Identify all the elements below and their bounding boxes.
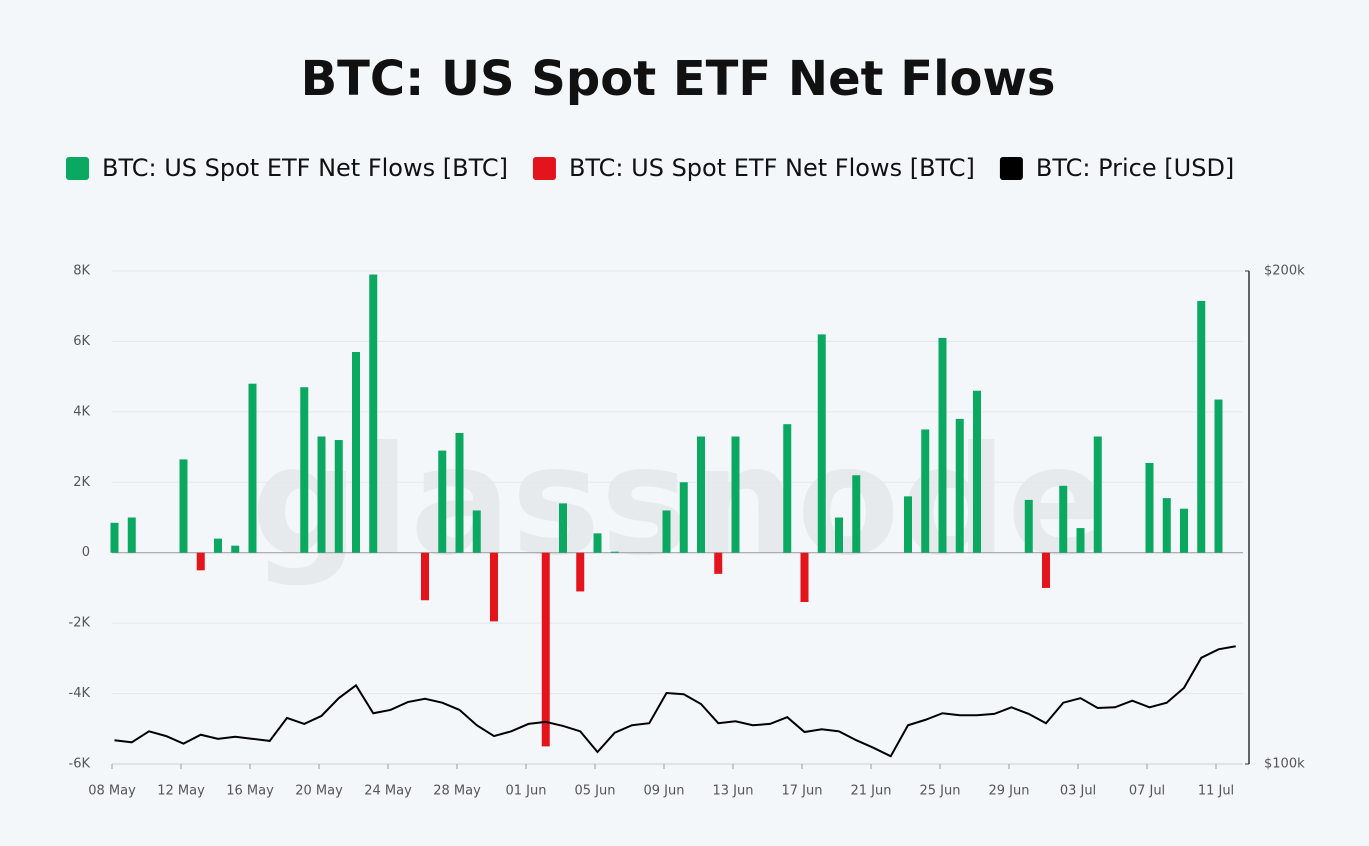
bar [938, 337, 947, 553]
legend-label: BTC: US Spot ETF Net Flows [BTC] [569, 154, 975, 182]
bar [110, 522, 119, 553]
bar [300, 387, 309, 553]
bar [697, 436, 705, 553]
x-tick-label: 07 Jul [1129, 784, 1165, 799]
bar [921, 429, 930, 553]
x-tick-label: 05 Jun [575, 784, 616, 799]
bar [127, 517, 136, 553]
y-tick-label: -4K [69, 686, 91, 701]
bar [576, 552, 585, 592]
bar [679, 482, 688, 553]
bar [352, 351, 360, 553]
bar [731, 436, 740, 553]
bar [1024, 499, 1033, 553]
y-tick-label: 4K [73, 404, 90, 419]
bar [904, 496, 912, 553]
bar [835, 517, 843, 553]
x-tick-label: 17 Jun [782, 784, 823, 799]
bar [248, 383, 257, 553]
y2-tick-label: $100k [1264, 757, 1305, 772]
x-tick-label: 12 May [157, 784, 205, 799]
y-tick-label: -6K [69, 757, 91, 772]
bar [196, 552, 205, 571]
x-tick-label: 09 Jun [644, 784, 685, 799]
x-tick-label: 29 Jun [989, 784, 1030, 799]
bar [1059, 485, 1068, 553]
y-tick-label: 8K [73, 264, 90, 279]
legend-swatch [66, 157, 89, 180]
price-line [114, 645, 1236, 758]
bar [541, 552, 550, 747]
bar [714, 552, 723, 574]
bar [973, 390, 981, 553]
bar [472, 510, 481, 553]
bar [1093, 436, 1102, 553]
chart-title: BTC: US Spot ETF Net Flows [301, 51, 1056, 107]
bar [1180, 508, 1188, 553]
bar [1042, 552, 1050, 588]
bar [1162, 498, 1171, 553]
legend-swatch [999, 157, 1023, 180]
y2-tick-label: $200k [1264, 264, 1305, 279]
x-tick-label: 11 Jul [1198, 784, 1234, 799]
x-tick-label: 16 May [226, 784, 274, 799]
legend-label: BTC: Price [USD] [1036, 154, 1234, 182]
y-tick-label: 2K [73, 475, 90, 490]
bar [214, 538, 222, 553]
bar [1076, 528, 1085, 553]
bar [662, 510, 671, 553]
bar [955, 418, 964, 553]
bar [783, 424, 792, 553]
y-tick-label: 0 [82, 545, 90, 560]
y-tick-label: 6K [73, 334, 90, 349]
y-tick-label: -2K [69, 616, 91, 631]
bar [179, 459, 188, 553]
bar [800, 552, 809, 603]
x-tick-label: 03 Jul [1060, 784, 1096, 799]
bar [231, 545, 240, 553]
x-tick-label: 08 May [88, 784, 136, 799]
bar [317, 436, 326, 553]
bar [334, 440, 343, 553]
bar [817, 334, 826, 553]
bar [559, 503, 567, 553]
x-tick-label: 25 Jun [920, 784, 961, 799]
x-tick-label: 21 Jun [851, 784, 892, 799]
bar [1197, 300, 1206, 553]
x-tick-label: 24 May [364, 784, 412, 799]
x-tick-label: 13 Jun [713, 784, 754, 799]
bar [438, 450, 447, 553]
bar [490, 552, 498, 622]
bar [593, 533, 602, 553]
x-tick-label: 01 Jun [506, 784, 547, 799]
bar [852, 475, 861, 553]
legend-label: BTC: US Spot ETF Net Flows [BTC] [102, 154, 508, 182]
bar [455, 432, 464, 553]
bar [421, 552, 429, 601]
x-tick-label: 20 May [295, 784, 343, 799]
bar [610, 551, 619, 553]
bar [1214, 399, 1223, 553]
x-tick-label: 28 May [433, 784, 481, 799]
bar [1145, 462, 1154, 553]
legend-swatch [532, 157, 556, 180]
bar [369, 274, 378, 553]
